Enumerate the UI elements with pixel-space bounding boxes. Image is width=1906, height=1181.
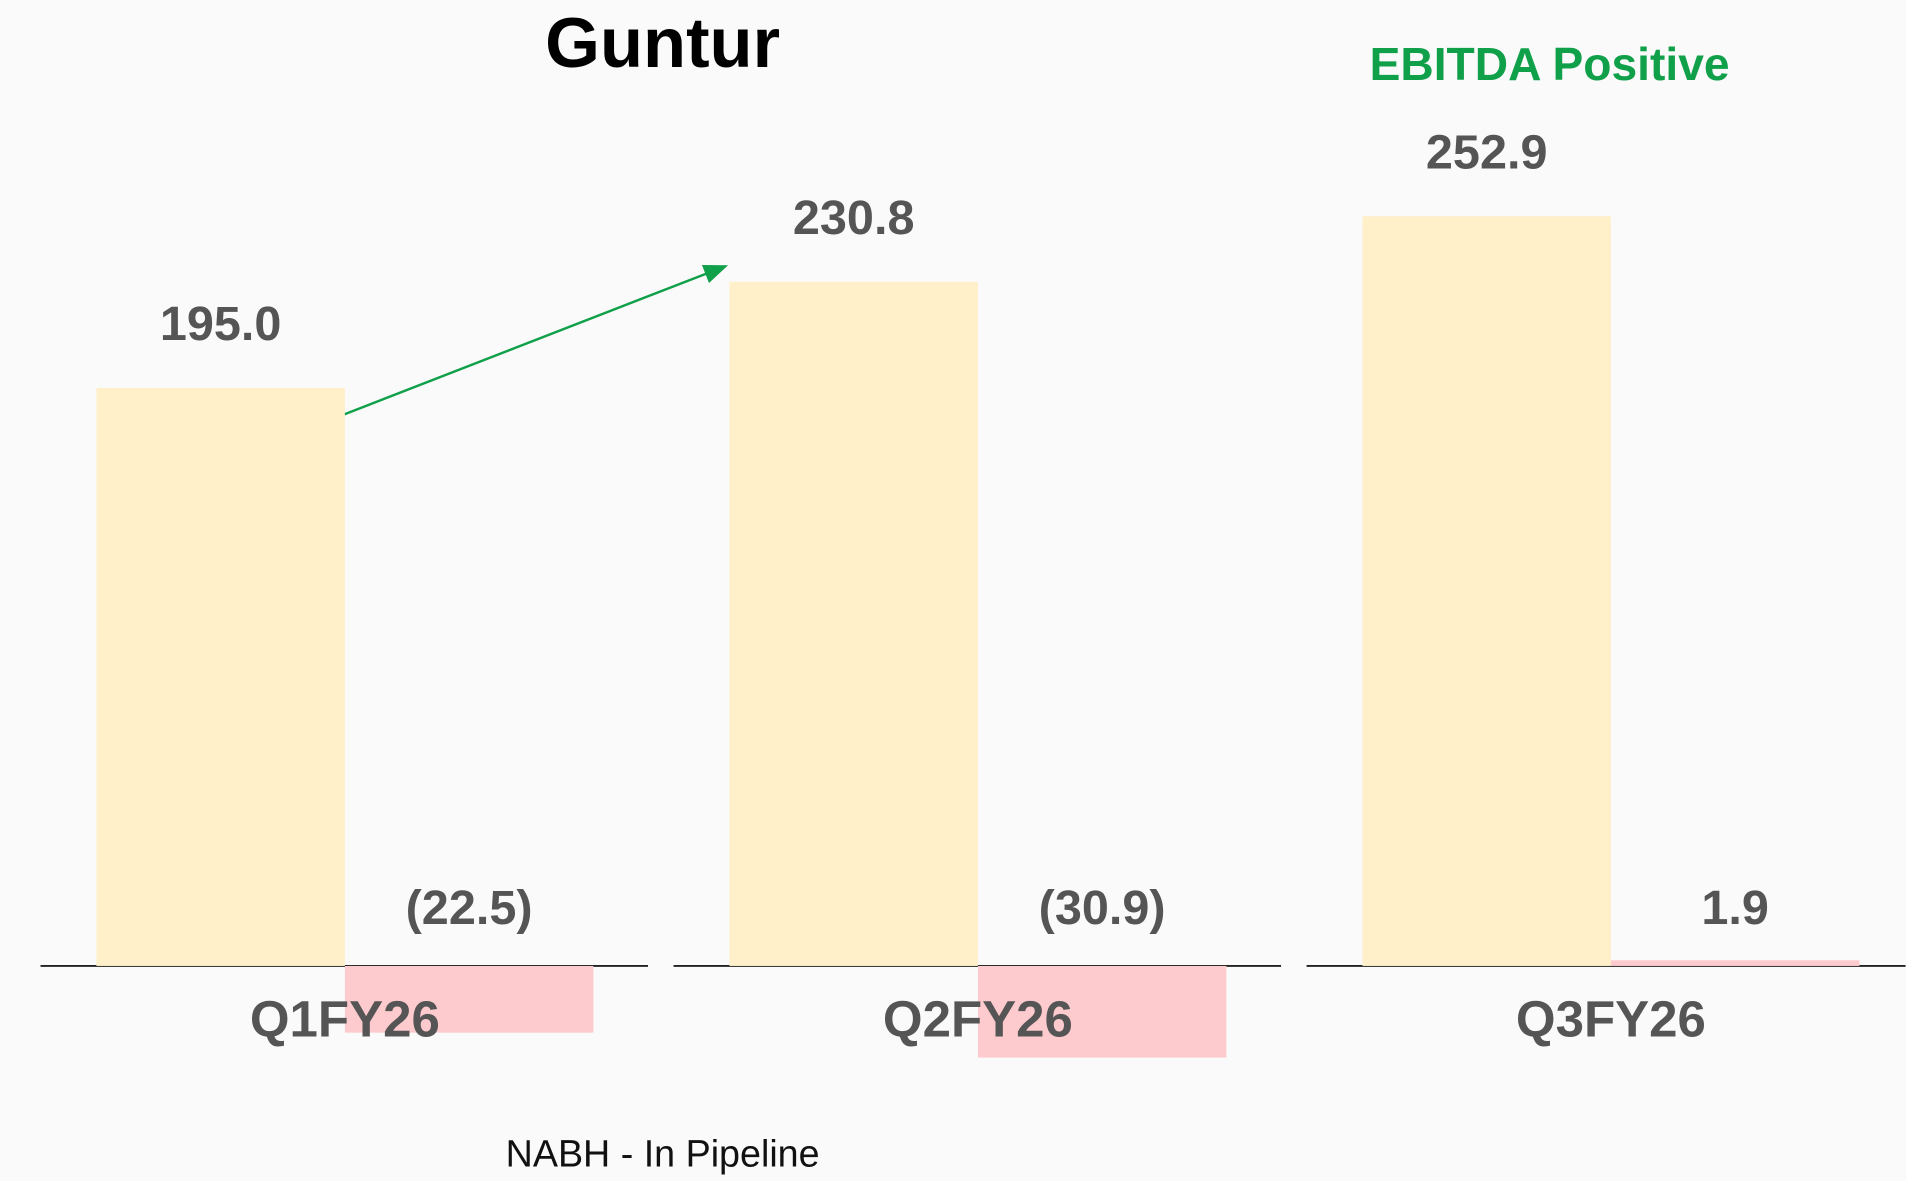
bar <box>1362 216 1611 966</box>
x-tick-label: Q3FY26 <box>1516 991 1706 1048</box>
annotation: EBITDA Positive <box>1370 38 1730 90</box>
bar <box>96 387 345 966</box>
marks <box>40 216 1906 1058</box>
labels: 195.0 (22.5) Q1FY26 230.8 (30.9) Q2FY26 252.9 1… <box>160 125 1769 1047</box>
x-tick-label: Q2FY26 <box>883 991 1073 1048</box>
bar <box>1610 960 1860 966</box>
bar <box>344 965 594 1033</box>
value-label: 1.9 <box>1701 881 1769 935</box>
footnote: NABH - In Pipeline <box>506 1133 820 1175</box>
value-label: 252.9 <box>1426 125 1548 179</box>
x-tick-label: Q1FY26 <box>250 991 440 1048</box>
chart-title: Guntur <box>545 3 780 82</box>
value-label: 195.0 <box>160 297 282 351</box>
trend-arrow <box>343 264 729 416</box>
value-label: (30.9) <box>1039 881 1166 935</box>
bar <box>729 281 978 966</box>
value-label: (22.5) <box>406 881 533 935</box>
bar <box>977 965 1227 1058</box>
value-label: 230.8 <box>793 191 915 245</box>
